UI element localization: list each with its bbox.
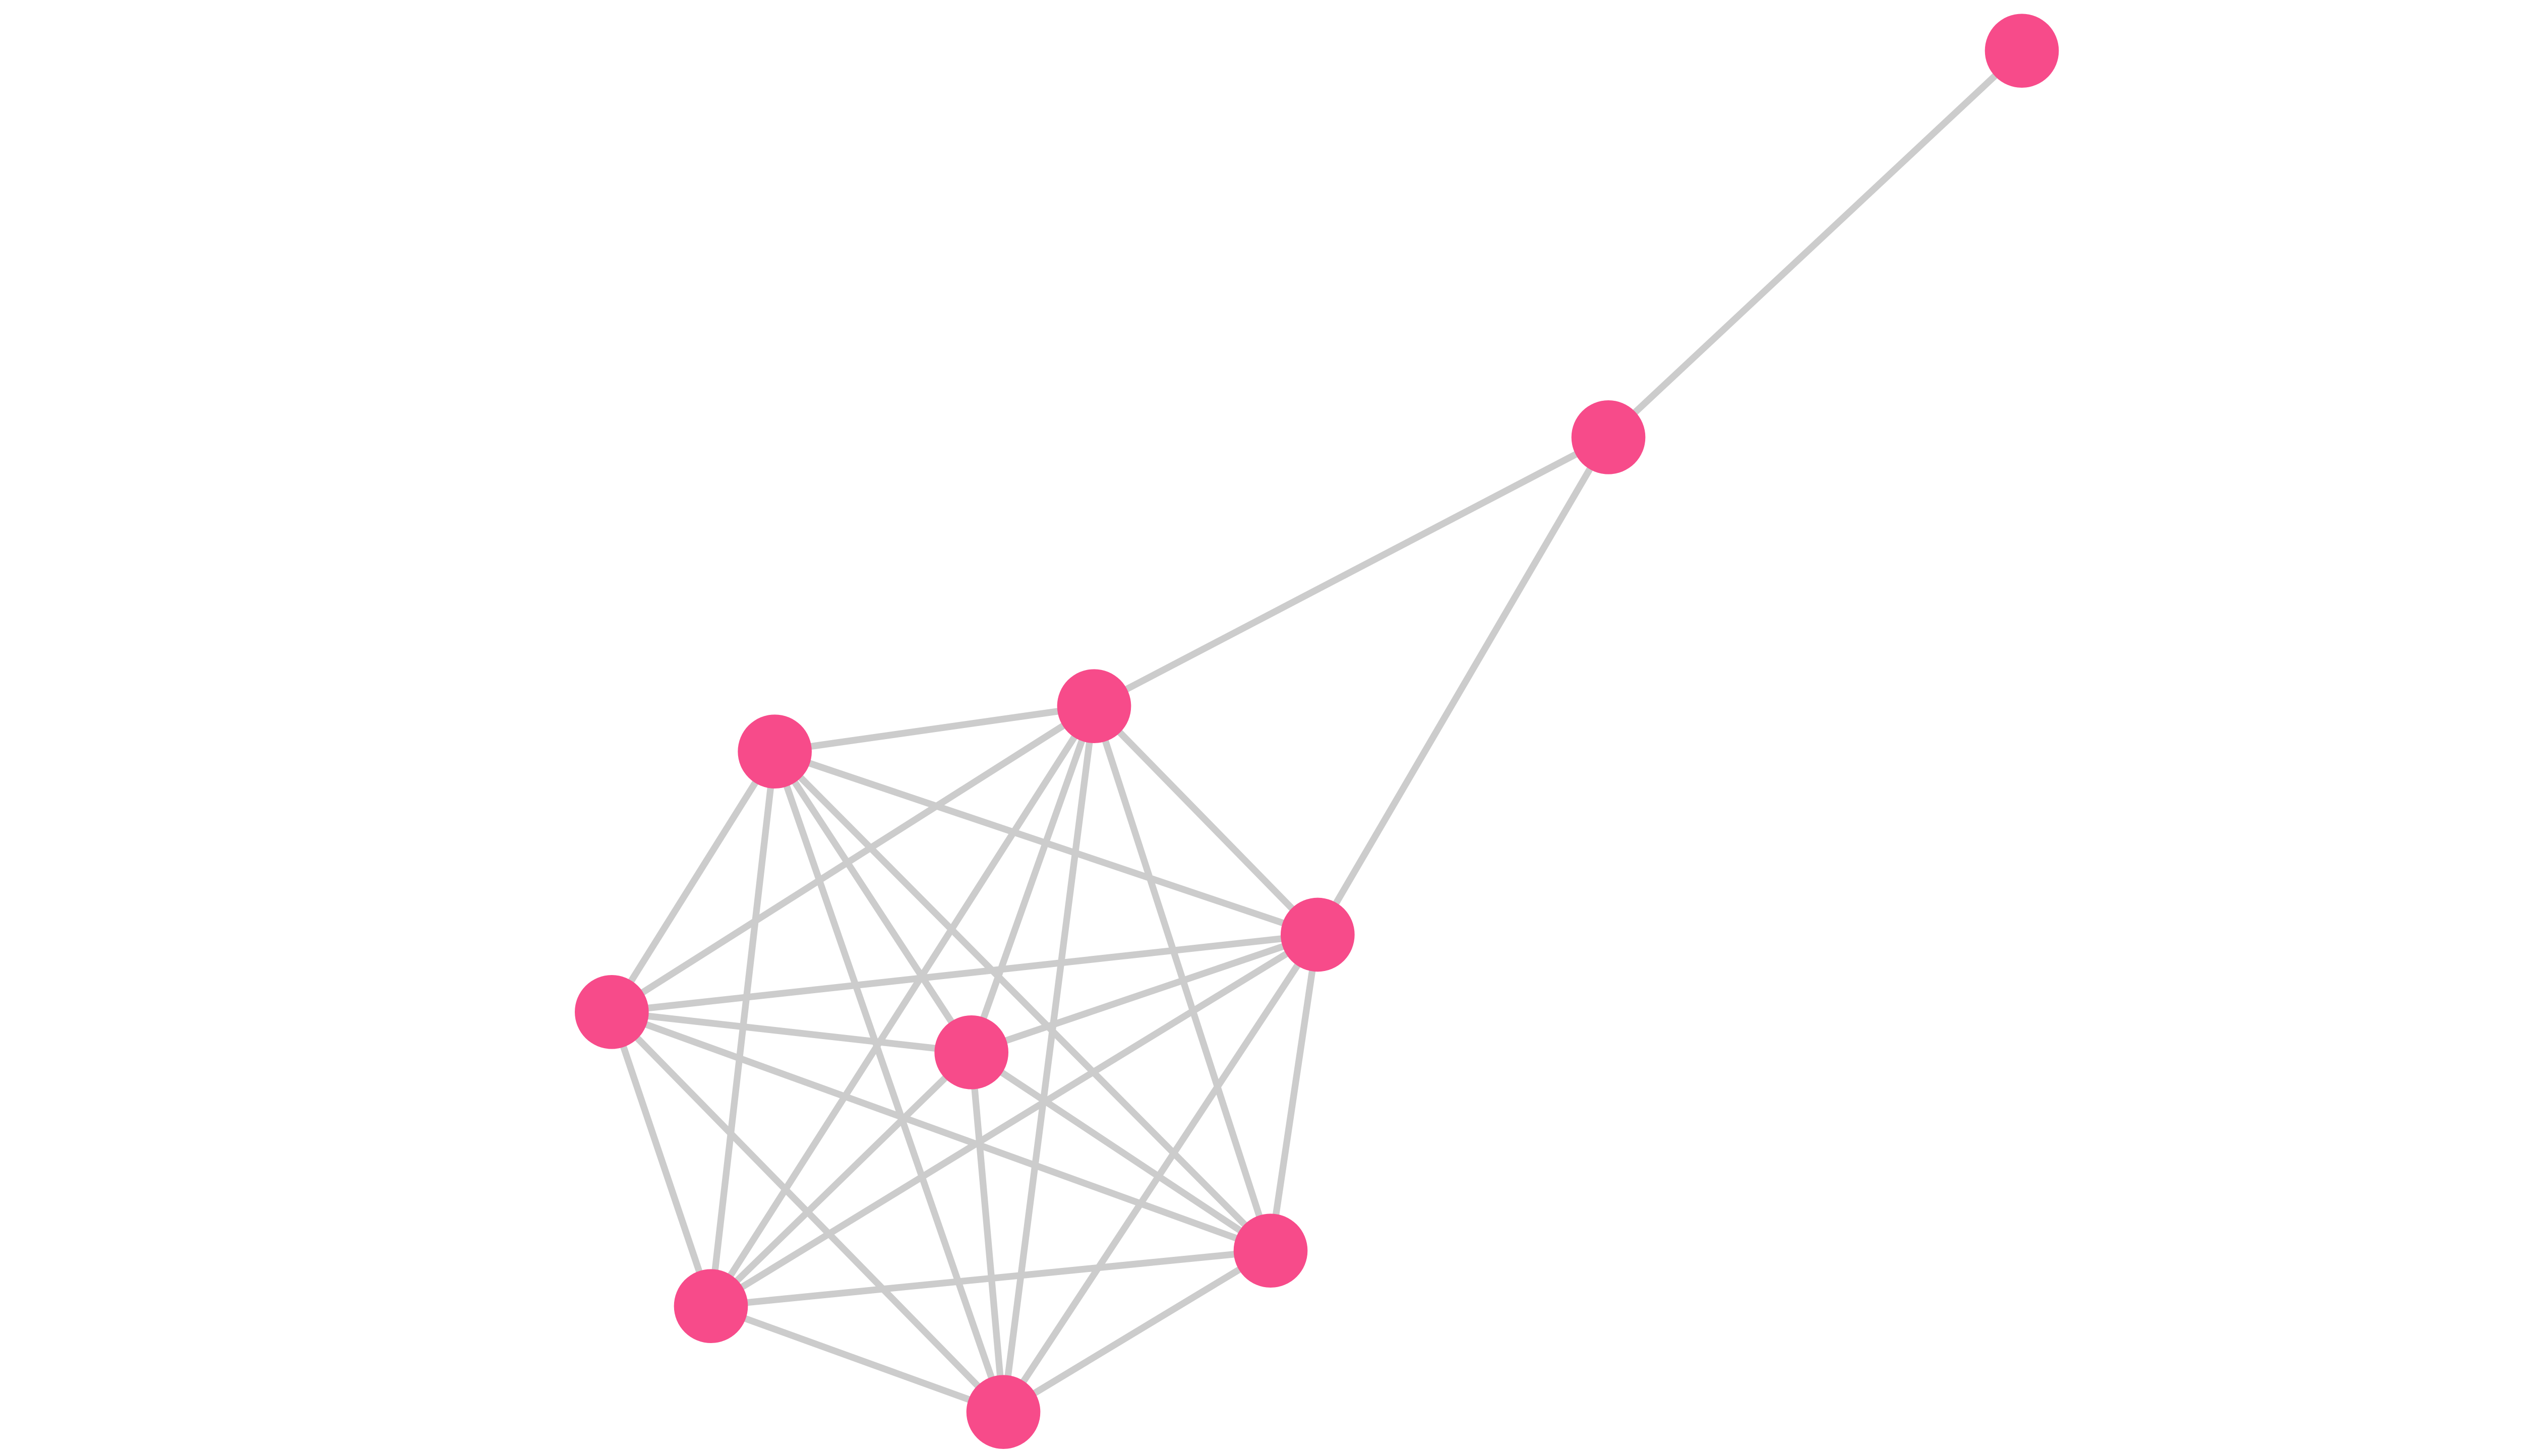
node-n1[interactable] bbox=[1571, 400, 1646, 474]
node-n4[interactable] bbox=[1281, 897, 1355, 972]
edge-n1-n4 bbox=[1314, 435, 1611, 937]
node-n0[interactable] bbox=[1985, 14, 2059, 88]
edge-n1-n2 bbox=[1092, 434, 1610, 709]
edge-n3-n4 bbox=[773, 748, 1319, 938]
edge-n8-n9 bbox=[709, 1303, 1005, 1415]
nodes-layer bbox=[575, 14, 2059, 1449]
edge-n4-n7 bbox=[1267, 934, 1321, 1251]
edge-n6-n7 bbox=[969, 1049, 1273, 1254]
edge-n5-n7 bbox=[611, 1009, 1272, 1254]
edge-n3-n5 bbox=[609, 750, 778, 1014]
edge-n4-n6 bbox=[970, 931, 1319, 1056]
edge-n5-n8 bbox=[609, 1011, 714, 1307]
node-n8[interactable] bbox=[674, 1269, 748, 1343]
edge-n3-n6 bbox=[772, 750, 975, 1054]
edge-n5-n6 bbox=[611, 1008, 972, 1056]
node-n5[interactable] bbox=[575, 975, 649, 1049]
edge-n2-n8 bbox=[708, 704, 1097, 1308]
edge-n7-n8 bbox=[710, 1247, 1271, 1310]
edge-n2-n6 bbox=[968, 705, 1098, 1054]
edge-n2-n3 bbox=[774, 703, 1095, 755]
node-n7[interactable] bbox=[1233, 1214, 1308, 1288]
edge-n4-n5 bbox=[611, 931, 1318, 1015]
node-n2[interactable] bbox=[1057, 669, 1131, 743]
edge-n4-n9 bbox=[1000, 933, 1320, 1414]
edge-n2-n4 bbox=[1092, 704, 1320, 937]
edge-n3-n7 bbox=[772, 749, 1273, 1253]
node-n9[interactable] bbox=[966, 1375, 1041, 1449]
edge-n7-n9 bbox=[1001, 1247, 1273, 1415]
edge-n6-n8 bbox=[708, 1050, 974, 1309]
node-n6[interactable] bbox=[934, 1015, 1008, 1089]
edge-n4-n8 bbox=[709, 932, 1319, 1309]
node-n3[interactable] bbox=[738, 714, 812, 788]
edge-n2-n9 bbox=[1000, 705, 1098, 1413]
edge-n2-n5 bbox=[610, 703, 1096, 1015]
edge-n3-n9 bbox=[771, 750, 1007, 1413]
edge-n0-n1 bbox=[1606, 48, 2024, 440]
edge-n6-n9 bbox=[968, 1052, 1007, 1413]
edges-layer bbox=[609, 48, 2024, 1415]
